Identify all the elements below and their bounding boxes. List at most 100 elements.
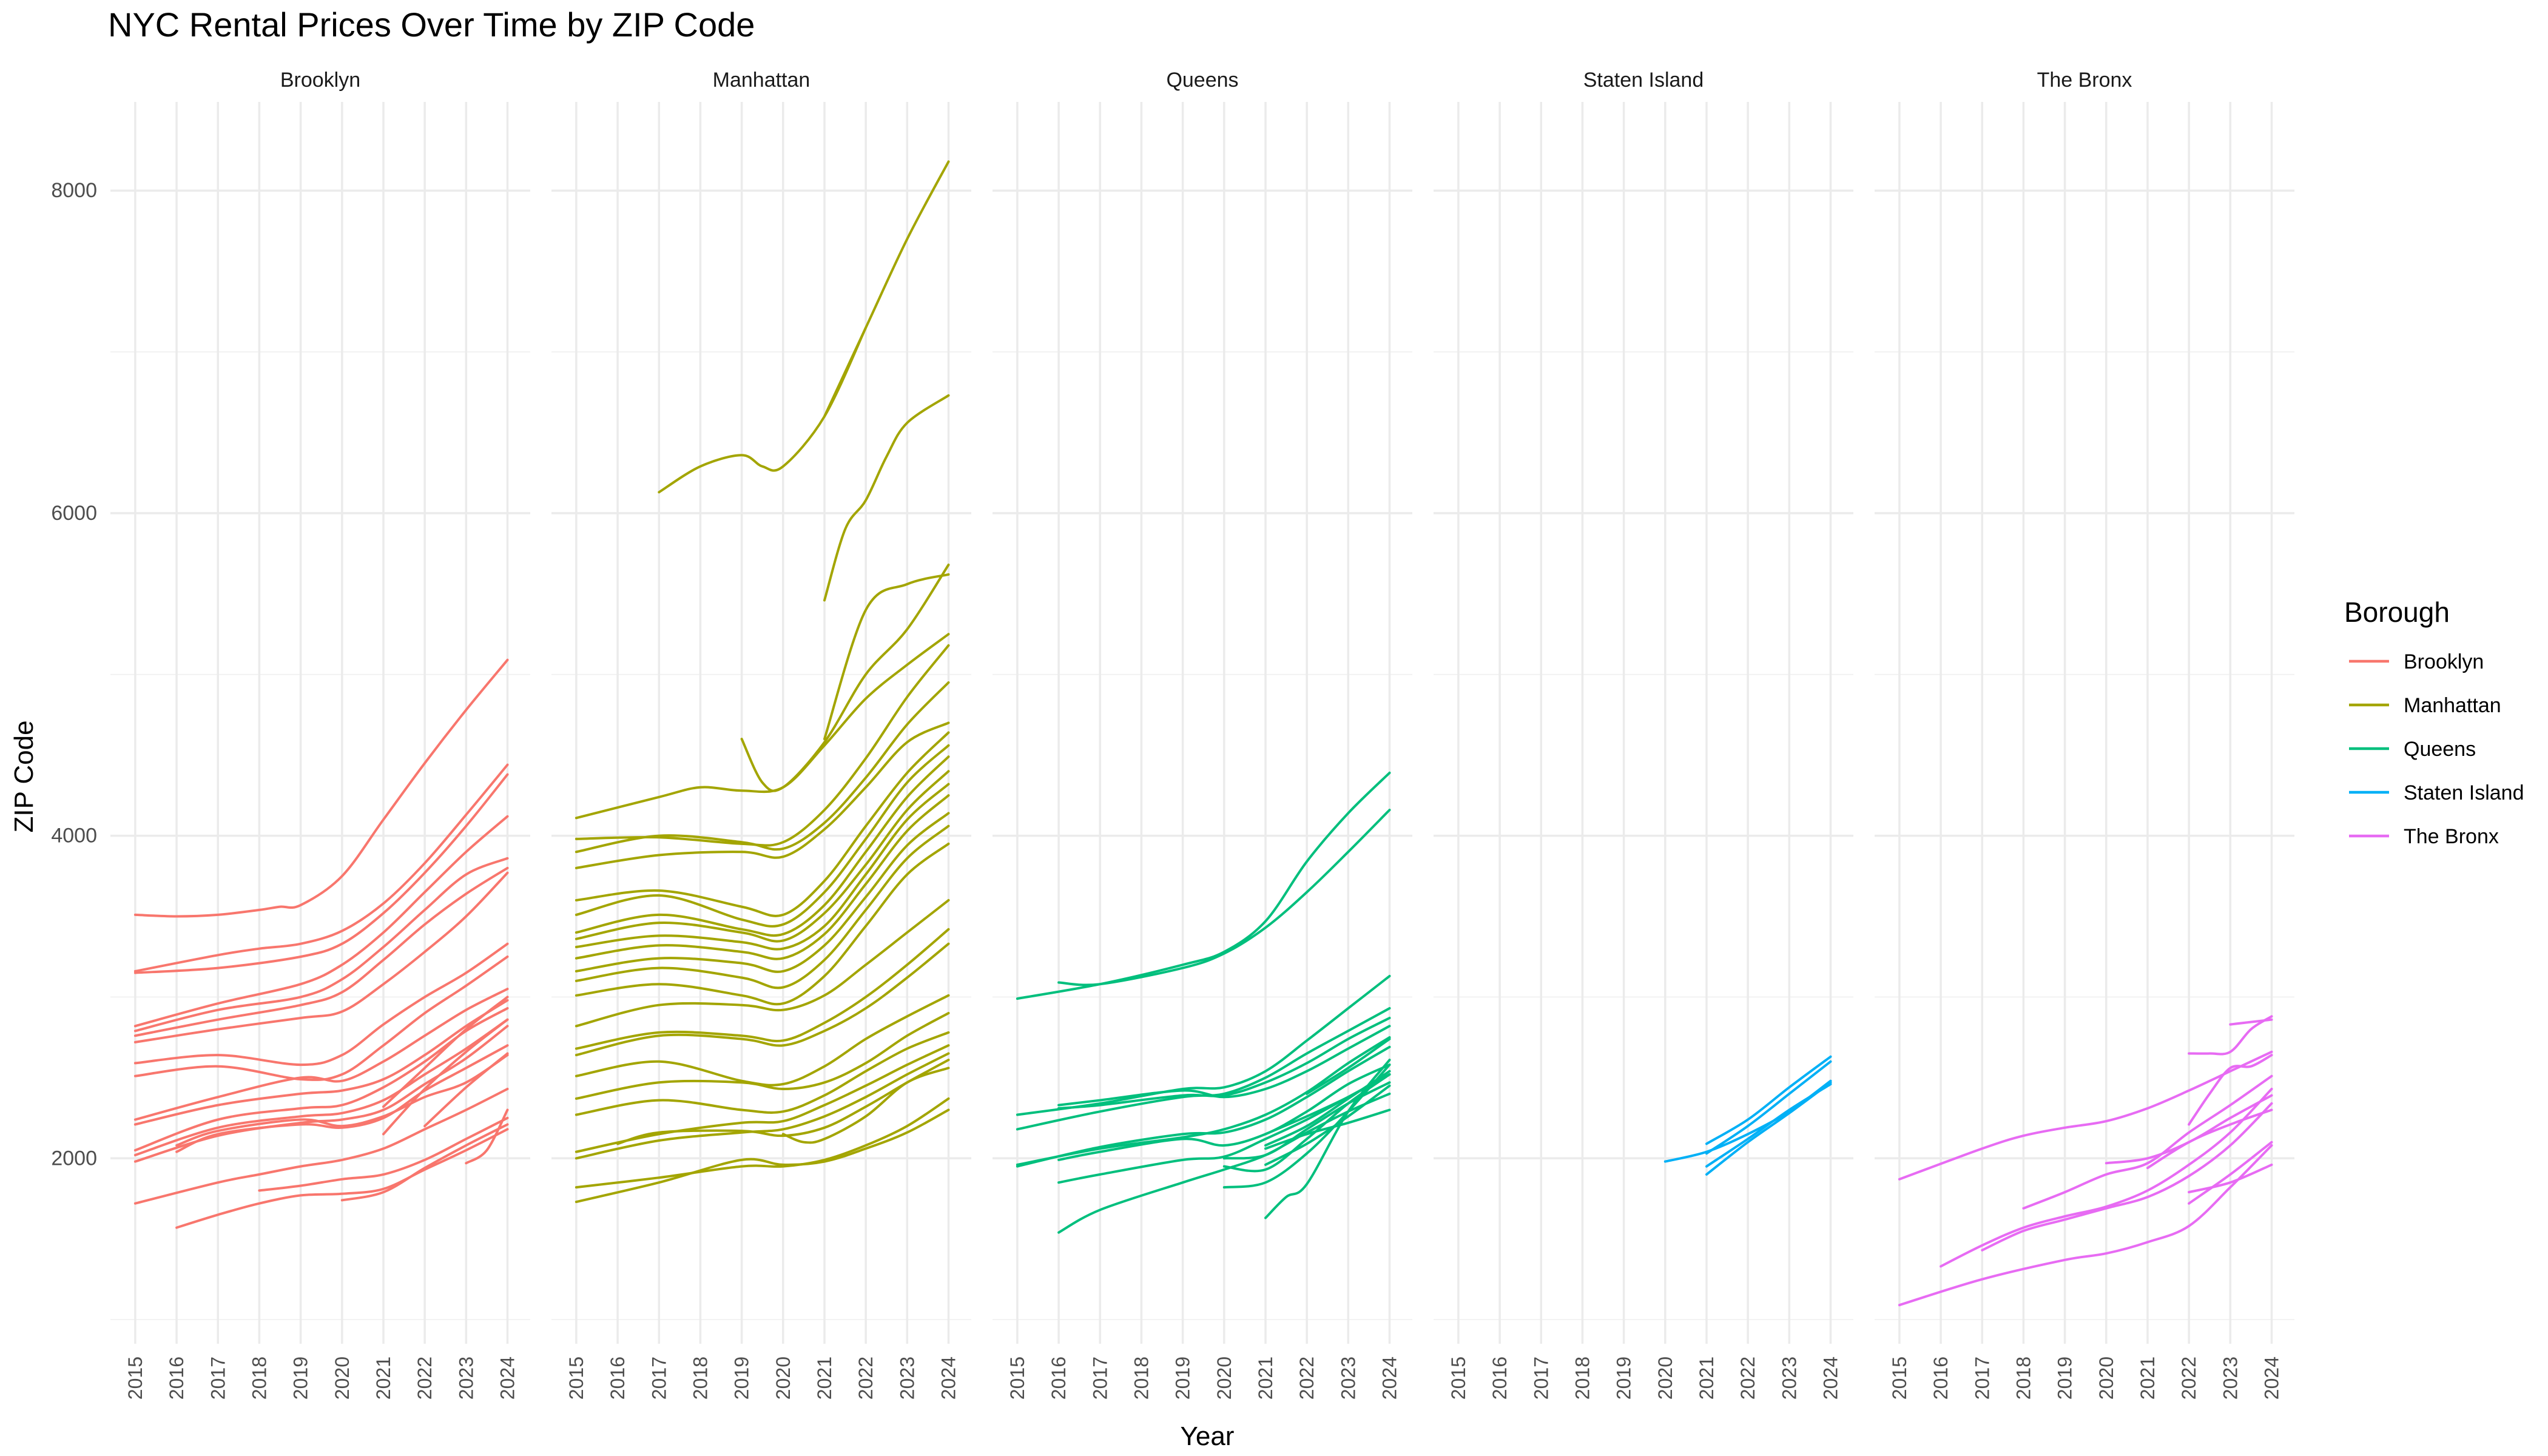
series-line bbox=[1705, 1055, 1832, 1145]
series-line bbox=[1705, 1083, 1832, 1168]
series-line bbox=[133, 1088, 509, 1205]
x-tick-label: 2019 bbox=[290, 1357, 312, 1400]
y-tick-label: 4000 bbox=[51, 824, 97, 848]
series-line bbox=[2188, 1015, 2273, 1056]
series-line bbox=[575, 994, 950, 1087]
series-lines bbox=[1016, 771, 1391, 1234]
y-tick-label: 2000 bbox=[51, 1147, 97, 1170]
x-tick-label: 2022 bbox=[855, 1357, 877, 1400]
series-line bbox=[1898, 1050, 2273, 1181]
series-line bbox=[740, 564, 950, 792]
x-tick-label: 2015 bbox=[1006, 1357, 1028, 1400]
facet-panels: Brooklyn 2015 2016 2017 2018 2019 2020 2021 2022… bbox=[51, 69, 2294, 1400]
series-line bbox=[575, 770, 950, 943]
series-line bbox=[575, 681, 950, 854]
series-line bbox=[1057, 1092, 1391, 1234]
x-tick-label: 2021 bbox=[372, 1357, 394, 1400]
series-line bbox=[2022, 1074, 2273, 1210]
y-axis-ticks: 2000 4000 6000 8000 bbox=[51, 179, 97, 1170]
series-line bbox=[2188, 1141, 2273, 1205]
series-line bbox=[382, 1018, 509, 1136]
series-line bbox=[575, 633, 950, 820]
series-line bbox=[1016, 1045, 1391, 1168]
facet-panel-manhattan: Manhattan 2015 2016 2017 2018 2019 2020 2021 202… bbox=[551, 69, 971, 1400]
x-tick-label: 2015 bbox=[124, 1357, 146, 1400]
x-tick-label: 2022 bbox=[1737, 1357, 1759, 1400]
series-line bbox=[175, 1128, 509, 1229]
series-line bbox=[575, 783, 950, 951]
x-tick-label: 2018 bbox=[689, 1357, 711, 1400]
legend-label: Brooklyn bbox=[2404, 650, 2484, 673]
series-line bbox=[575, 721, 950, 869]
series-line bbox=[575, 1044, 950, 1153]
x-tick-label: 2022 bbox=[1296, 1357, 1318, 1400]
legend-item: Manhattan bbox=[2349, 694, 2501, 717]
x-tick-label: 2021 bbox=[814, 1357, 835, 1400]
x-tick-label: 2024 bbox=[497, 1357, 519, 1400]
legend-title: Borough bbox=[2344, 596, 2450, 628]
series-line bbox=[175, 1044, 509, 1153]
series-lines bbox=[1663, 1055, 1832, 1176]
x-tick-label: 2016 bbox=[1489, 1357, 1511, 1400]
facet-panel-queens: Queens 2015 2016 2017 2018 2019 2020 2021 2022 20… bbox=[993, 69, 1412, 1400]
x-tick-label: 2021 bbox=[1255, 1357, 1276, 1400]
facet-strip-label: Staten Island bbox=[1583, 69, 1704, 92]
series-line bbox=[133, 815, 509, 1028]
x-axis-title: Year bbox=[1181, 1421, 1235, 1451]
x-tick-label: 2021 bbox=[2137, 1357, 2159, 1400]
series-line bbox=[1057, 809, 1391, 986]
x-tick-label: 2024 bbox=[1379, 1357, 1401, 1400]
series-line bbox=[1057, 1017, 1391, 1110]
x-tick-label: 2024 bbox=[1820, 1357, 1842, 1400]
facet-panel-staten-island: Staten Island 2015 2016 2017 2018 2019 2020 202… bbox=[1434, 69, 1853, 1400]
series-line bbox=[133, 871, 509, 1043]
gridlines bbox=[110, 102, 530, 1344]
series-line bbox=[382, 996, 509, 1108]
x-tick-label: 2016 bbox=[1048, 1357, 1070, 1400]
x-tick-label: 2023 bbox=[896, 1357, 918, 1400]
series-line bbox=[2188, 1163, 2273, 1194]
series-line bbox=[658, 326, 868, 494]
facet-strip-label: Queens bbox=[1166, 69, 1238, 92]
legend-label: Manhattan bbox=[2404, 694, 2501, 717]
x-tick-label: 2020 bbox=[772, 1357, 794, 1400]
series-line bbox=[175, 1054, 509, 1147]
legend-label: The Bronx bbox=[2404, 825, 2499, 848]
x-tick-label: 2019 bbox=[1172, 1357, 1194, 1400]
x-tick-label: 2024 bbox=[938, 1357, 960, 1400]
y-axis-title: ZIP Code bbox=[9, 720, 39, 832]
series-line bbox=[133, 942, 509, 1067]
series-line bbox=[133, 1018, 509, 1156]
x-tick-label: 2018 bbox=[248, 1357, 270, 1400]
series-line bbox=[133, 956, 509, 1081]
series-line bbox=[1264, 1073, 1391, 1136]
legend-label: Staten Island bbox=[2404, 781, 2524, 804]
x-tick-label: 2019 bbox=[2054, 1357, 2076, 1400]
series-line bbox=[575, 898, 950, 1028]
series-line bbox=[2188, 1054, 2273, 1126]
y-tick-label: 8000 bbox=[51, 179, 97, 202]
x-tick-label: 2023 bbox=[1337, 1357, 1359, 1400]
facet-strip-label: Manhattan bbox=[713, 69, 811, 92]
facet-panel-the-bronx: The Bronx 2015 2016 2017 2018 2019 2020 2021 202… bbox=[1875, 69, 2294, 1400]
x-tick-label: 2023 bbox=[1778, 1357, 1800, 1400]
x-tick-label: 2017 bbox=[1089, 1357, 1111, 1400]
x-tick-label: 2020 bbox=[1654, 1357, 1676, 1400]
x-tick-label: 2017 bbox=[1971, 1357, 1993, 1400]
x-tick-label: 2019 bbox=[731, 1357, 753, 1400]
series-line bbox=[258, 1116, 509, 1192]
series-line bbox=[133, 1025, 509, 1163]
series-line bbox=[575, 1052, 950, 1160]
series-line bbox=[575, 755, 950, 937]
series-line bbox=[133, 763, 509, 972]
series-line bbox=[575, 1031, 950, 1116]
series-line bbox=[575, 1108, 950, 1204]
series-line bbox=[423, 1052, 509, 1128]
legend: Borough Brooklyn Manhattan Queens Staten Is… bbox=[2344, 596, 2524, 848]
x-tick-label: 2017 bbox=[648, 1357, 670, 1400]
legend-item: Queens bbox=[2349, 738, 2476, 761]
series-line bbox=[575, 942, 950, 1057]
series-line bbox=[133, 773, 509, 974]
x-tick-label: 2022 bbox=[414, 1357, 436, 1400]
x-tick-label: 2020 bbox=[2095, 1357, 2117, 1400]
